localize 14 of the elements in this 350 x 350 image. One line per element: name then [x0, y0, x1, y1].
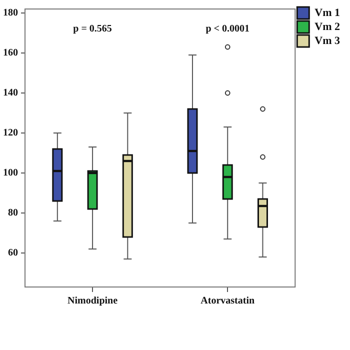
y-tick-label: 180: [3, 8, 18, 19]
legend-label: Vm 2: [314, 20, 340, 33]
y-tick-label: 120: [3, 128, 18, 139]
x-tick-label: Atorvastatin: [200, 296, 255, 307]
y-tick-label: 80: [8, 208, 18, 219]
annotation: p < 0.0001: [206, 24, 250, 35]
annotation: p = 0.565: [73, 24, 112, 35]
x-tick-label: Nimodipine: [68, 296, 118, 307]
legend-label: Vm 3: [314, 34, 340, 47]
y-tick-label: 140: [3, 88, 18, 99]
legend-label: Vm 1: [314, 6, 340, 19]
y-tick-label: 60: [8, 248, 18, 259]
y-tick-label: 160: [3, 48, 18, 59]
y-tick-label: 100: [3, 168, 18, 179]
